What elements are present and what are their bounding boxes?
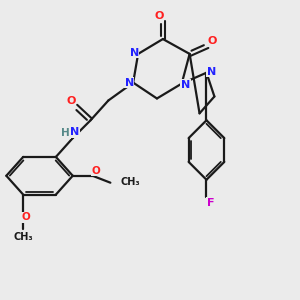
Text: F: F (207, 197, 214, 208)
Text: CH₃: CH₃ (14, 232, 33, 242)
Text: H: H (61, 128, 70, 138)
Text: O: O (22, 212, 31, 222)
Text: N: N (130, 48, 139, 58)
Text: O: O (91, 166, 100, 176)
Text: O: O (154, 11, 164, 21)
Text: O: O (66, 97, 75, 106)
Text: CH₃: CH₃ (120, 177, 140, 187)
Text: N: N (181, 80, 190, 90)
Text: N: N (124, 78, 134, 88)
Text: N: N (207, 67, 216, 77)
Text: N: N (70, 127, 79, 137)
Text: O: O (208, 36, 217, 46)
